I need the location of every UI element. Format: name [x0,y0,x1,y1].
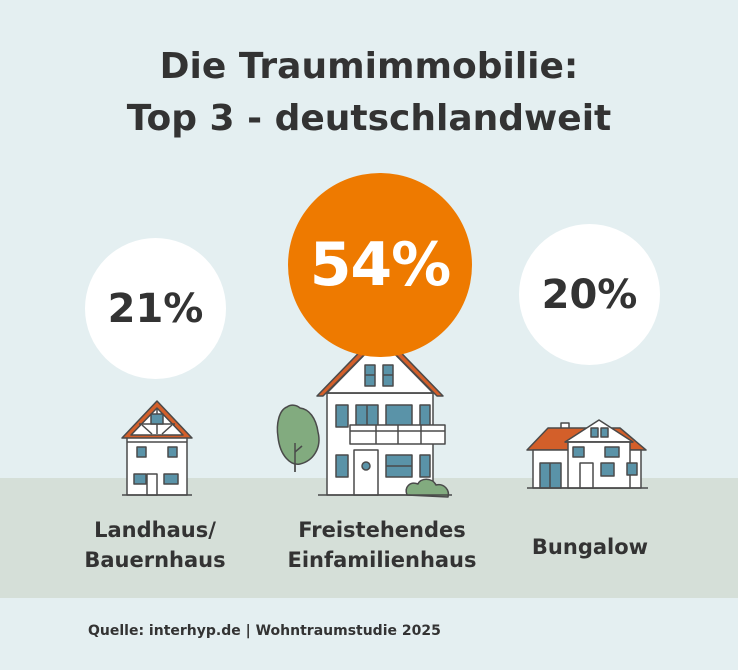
category-label-line: Bauernhaus [84,548,226,572]
footer-band [0,598,738,670]
value-bubble-einfamilienhaus: 54% [288,173,472,357]
category-label-line: Freistehendes [298,518,466,542]
value-label-einfamilienhaus: 54% [309,230,452,300]
value-label-bungalow: 20% [541,271,638,318]
bungalow-icon [526,419,648,489]
value-bubble-bungalow: 20% [519,224,660,365]
landhaus-icon [121,400,193,496]
category-label-line: Bungalow [531,535,649,559]
background-ground [0,478,738,598]
value-bubble-landhaus: 21% [85,238,226,379]
category-label-einfamilienhaus: Freistehendes Einfamilienhaus [262,515,502,575]
value-label-landhaus: 21% [107,285,204,332]
category-label-landhaus: Landhaus/ Bauernhaus [60,515,250,575]
page-title-line-1: Die Traumimmobilie: [159,46,579,87]
tree-icon [276,404,320,472]
category-label-line: Einfamilienhaus [287,548,477,572]
page-title-line-2: Top 3 - deutschlandweit [126,98,612,139]
category-label-line: Landhaus/ [94,518,216,542]
source-note: Quelle: interhyp.de | Wohntraumstudie 20… [88,623,441,639]
einfamilienhaus-icon [276,330,452,498]
category-label-bungalow: Bungalow [500,532,680,562]
